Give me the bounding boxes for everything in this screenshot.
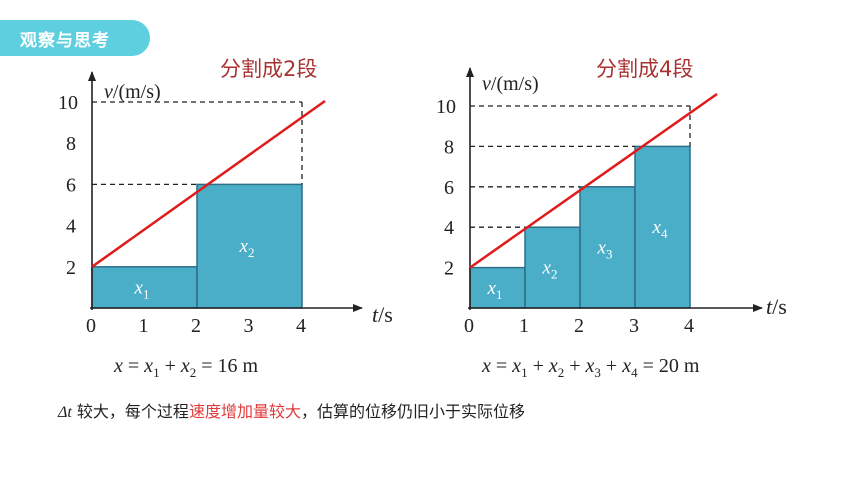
left-y-axis-label: v/(m/s) (104, 81, 161, 103)
left-bar-label-2: x2 (239, 236, 255, 260)
conclusion-part2: ，估算的位移仍旧小于实际位移 (300, 402, 525, 421)
right-bar-2 (524, 226, 581, 309)
left-velocity-line (91, 99, 326, 268)
right-x-tick-0: 0 (464, 315, 474, 337)
left-chart-title: 分割成2段 (220, 57, 317, 81)
right-bar-label-1: x1 (487, 278, 503, 302)
right-x-tick-4: 4 (684, 315, 694, 337)
conclusion-text: Δt 较大，每个过程速度增加量较大，估算的位移仍旧小于实际位移 (58, 398, 525, 422)
right-y-tick-10: 10 (436, 96, 456, 118)
right-formula: x = x1 + x2 + x3 + x4 = 20 m (481, 355, 700, 380)
left-bar-2 (196, 183, 303, 309)
left-y-tick-2: 2 (66, 257, 76, 279)
right-x-tick-2: 2 (574, 315, 584, 337)
left-bar-label-1: x1 (134, 277, 150, 301)
left-y-tick-8: 8 (66, 133, 76, 155)
right-velocity-line (469, 92, 718, 269)
left-x-tick-2: 2 (191, 315, 201, 337)
delta-t-symbol: Δt (58, 404, 72, 421)
right-chart-title: 分割成4段 (596, 57, 693, 81)
right-y-axis-label: v/(m/s) (482, 73, 539, 95)
left-y-tick-6: 6 (66, 174, 76, 196)
section-tag-label: 观察与思考 (20, 31, 110, 51)
right-bar-label-2: x2 (542, 258, 558, 282)
right-x-tick-1: 1 (519, 315, 529, 337)
left-formula: x = x1 + x2 = 16 m (113, 355, 259, 380)
right-y-tick-8: 8 (444, 136, 454, 158)
right-y-tick-4: 4 (444, 217, 454, 239)
left-y-tick-4: 4 (66, 216, 76, 238)
left-x-tick-1: 1 (139, 315, 149, 337)
right-x-axis-label: t/s (766, 294, 787, 319)
right-bar-label-4: x4 (652, 217, 668, 241)
left-y-tick-10: 10 (58, 92, 78, 114)
left-x-tick-0: 0 (86, 315, 96, 337)
section-tag: 观察与思考 (0, 20, 150, 56)
right-bar-label-3: x3 (597, 237, 613, 261)
left-x-tick-4: 4 (296, 315, 306, 337)
right-bar-4 (634, 145, 691, 309)
conclusion-part1: 较大，每个过程 (71, 402, 189, 421)
left-x-tick-3: 3 (244, 315, 254, 337)
right-bar-3 (579, 186, 636, 309)
conclusion-highlight: 速度增加量较大 (188, 402, 301, 421)
right-y-tick-6: 6 (444, 177, 454, 199)
right-y-tick-2: 2 (444, 258, 454, 280)
left-x-axis-label: t/s (372, 302, 393, 327)
right-x-tick-3: 3 (629, 315, 639, 337)
